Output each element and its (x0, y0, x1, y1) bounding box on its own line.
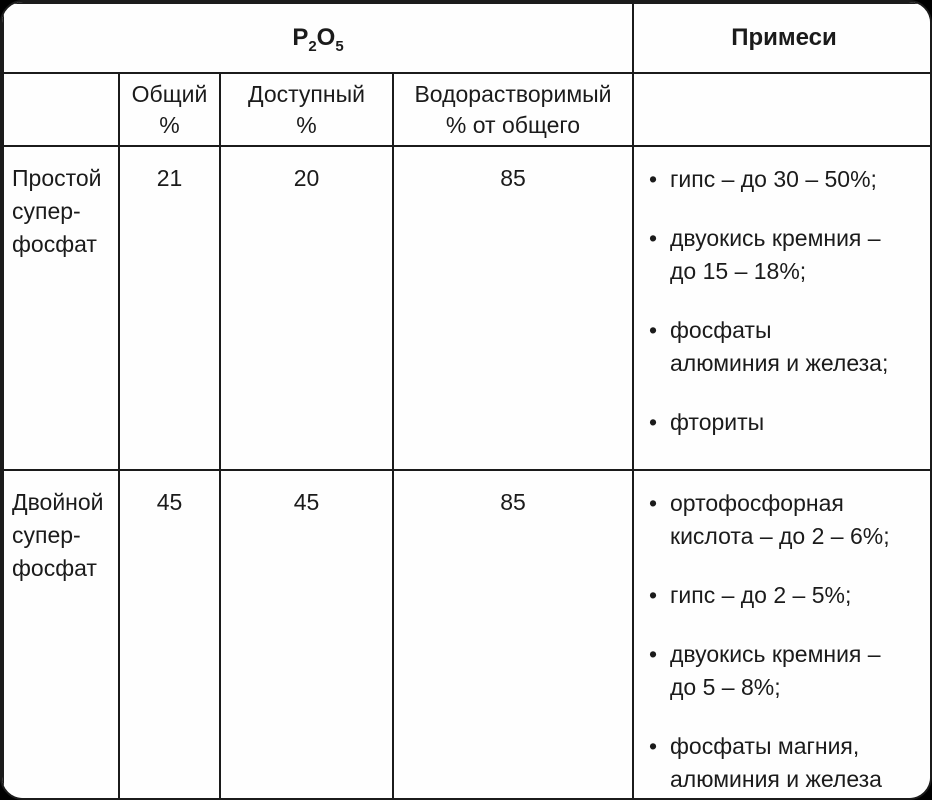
impurity-item: • гипс – до 30 – 50%; (649, 163, 926, 196)
impurity-text: фосфаты алюминия и железа; (670, 317, 889, 376)
table-row: Простой супер- фосфат 21 20 85 • гипс – д… (2, 145, 930, 471)
impurity-item: • ортофосфорная кислота – до 2 – 6%; (649, 487, 926, 553)
bullet-icon: • (649, 317, 658, 343)
bullet-icon: • (649, 490, 658, 516)
impurity-item: • фториты (649, 406, 926, 439)
value-water-soluble: 85 (392, 469, 634, 798)
header-row-1: P2O5 Примеси (2, 2, 930, 74)
header-water-soluble: Водорастворимый % от общего (392, 72, 634, 147)
value-available: 45 (219, 469, 394, 798)
value-total: 21 (118, 145, 221, 471)
impurity-text: гипс – до 2 – 5%; (670, 582, 852, 608)
impurity-text: двуокись кремния – до 15 – 18%; (670, 225, 881, 284)
bullet-icon: • (649, 225, 658, 251)
value-available: 20 (219, 145, 394, 471)
bullet-icon: • (649, 733, 658, 759)
impurities-list: • ортофосфорная кислота – до 2 – 6%; • гипс… (632, 469, 930, 798)
impurity-text: двуокись кремния – до 5 – 8%; (670, 641, 881, 700)
impurity-text: фториты (670, 409, 765, 435)
header-p2o5: P2O5 (2, 2, 634, 74)
impurity-item: • двуокись кремния – до 5 – 8%; (649, 638, 926, 704)
bullet-icon: • (649, 166, 658, 192)
header-available: Доступный % (219, 72, 394, 147)
row-name-double-superphosphate: Двойной супер- фосфат (2, 469, 120, 798)
impurities-list: • гипс – до 30 – 50%; • двуокись кремния – … (632, 145, 930, 471)
impurity-text: фосфаты магния, алюминия и железа (670, 733, 882, 792)
header-row-2: Общий % Доступный % Водорастворимый % от… (2, 72, 930, 147)
bullet-icon: • (649, 582, 658, 608)
impurity-item: • двуокись кремния – до 15 – 18%; (649, 222, 926, 288)
header-impurities-label: Примеси (731, 24, 837, 51)
bullet-icon: • (649, 641, 658, 667)
p2o5-formula: P2O5 (292, 24, 344, 55)
impurity-item: • фосфаты алюминия и железа; (649, 314, 926, 380)
value-total: 45 (118, 469, 221, 798)
row-name-simple-superphosphate: Простой супер- фосфат (2, 145, 120, 471)
impurity-item: • фосфаты магния, алюминия и железа (649, 730, 926, 796)
table-row: Двойной супер- фосфат 45 45 85 • ортофосф… (2, 469, 930, 798)
impurity-text: гипс – до 30 – 50%; (670, 166, 877, 192)
header-total: Общий % (118, 72, 221, 147)
impurity-item: • гипс – до 2 – 5%; (649, 579, 926, 612)
header-empty-cell (2, 72, 120, 147)
value-water-soluble: 85 (392, 145, 634, 471)
bullet-icon: • (649, 409, 658, 435)
impurity-text: ортофосфорная кислота – до 2 – 6%; (670, 490, 890, 549)
header-impurities-empty-cell (632, 72, 930, 147)
header-impurities: Примеси (632, 2, 930, 74)
